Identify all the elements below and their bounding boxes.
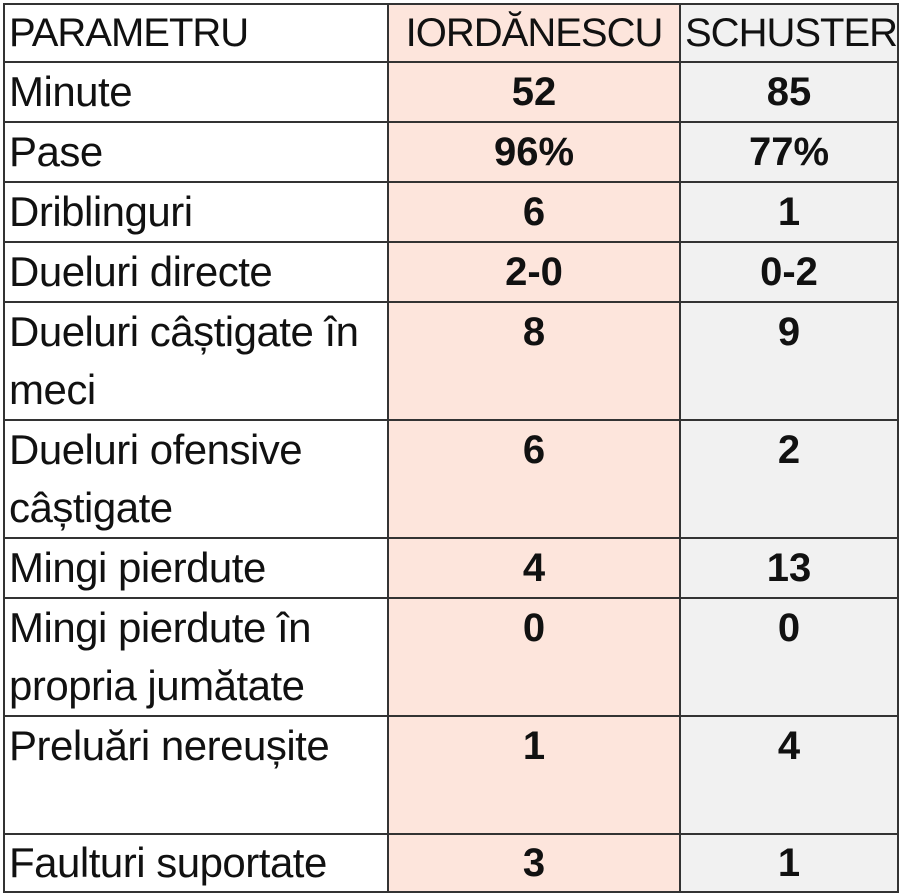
player1-value: 4	[387, 537, 681, 599]
table-row: Minute 52 85	[3, 61, 899, 123]
table-row: Mingi pierdute în propria jumătate 0 0	[3, 597, 899, 717]
player2-value: 0-2	[679, 241, 899, 303]
player1-value: 8	[387, 301, 681, 421]
player2-value: 1	[679, 833, 899, 893]
player1-value: 6	[387, 181, 681, 243]
parameter-cell: Preluări nereușite	[3, 715, 389, 835]
parameter-cell: Dueluri câștigate în meci	[3, 301, 389, 421]
header-row: PARAMETRU IORDĂNESCU SCHUSTER	[3, 3, 899, 63]
parameter-cell: Faulturi suportate	[3, 833, 389, 893]
player2-value: 9	[679, 301, 899, 421]
table-row: Mingi pierdute 4 13	[3, 537, 899, 599]
parameter-cell: Mingi pierdute în propria jumătate	[3, 597, 389, 717]
table-row: Dueluri câștigate în meci 8 9	[3, 301, 899, 421]
table-row: Preluări nereușite 1 4	[3, 715, 899, 835]
header-parameter: PARAMETRU	[3, 3, 389, 63]
player1-value: 0	[387, 597, 681, 717]
parameter-cell: Mingi pierdute	[3, 537, 389, 599]
player2-value: 4	[679, 715, 899, 835]
player2-value: 2	[679, 419, 899, 539]
player1-value: 52	[387, 61, 681, 123]
parameter-cell: Minute	[3, 61, 389, 123]
stats-comparison-table: PARAMETRU IORDĂNESCU SCHUSTER Minute 52 …	[3, 3, 899, 893]
table-row: Driblinguri 6 1	[3, 181, 899, 243]
player1-value: 1	[387, 715, 681, 835]
table-row: Dueluri ofensive câștigate 6 2	[3, 419, 899, 539]
player2-value: 13	[679, 537, 899, 599]
player1-value: 3	[387, 833, 681, 893]
parameter-cell: Dueluri directe	[3, 241, 389, 303]
player2-value: 77%	[679, 121, 899, 183]
player1-value: 96%	[387, 121, 681, 183]
parameter-cell: Pase	[3, 121, 389, 183]
player1-value: 6	[387, 419, 681, 539]
player2-value: 1	[679, 181, 899, 243]
table-row: Dueluri directe 2-0 0-2	[3, 241, 899, 303]
player1-value: 2-0	[387, 241, 681, 303]
table-row: Faulturi suportate 3 1	[3, 833, 899, 893]
player2-value: 85	[679, 61, 899, 123]
parameter-cell: Driblinguri	[3, 181, 389, 243]
player2-value: 0	[679, 597, 899, 717]
header-player1: IORDĂNESCU	[387, 3, 681, 63]
header-player2: SCHUSTER	[679, 3, 899, 63]
parameter-cell: Dueluri ofensive câștigate	[3, 419, 389, 539]
table-row: Pase 96% 77%	[3, 121, 899, 183]
